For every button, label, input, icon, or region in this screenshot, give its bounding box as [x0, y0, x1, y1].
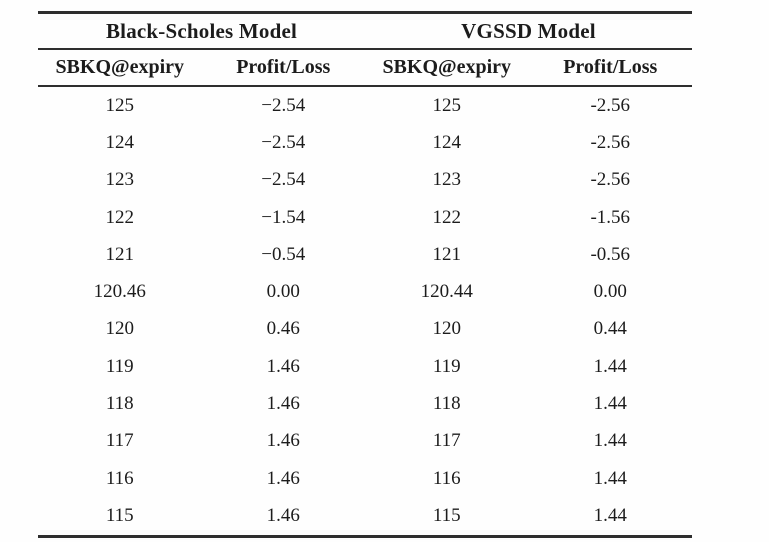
table-cell: 1.46: [266, 355, 300, 377]
table-cell: 116: [432, 467, 461, 489]
table-cell: 123: [432, 169, 462, 191]
table-cell: 1.44: [593, 467, 627, 489]
column-header-bs-sbkq: SBKQ@expiry: [38, 49, 202, 87]
table-cell: 1.44: [593, 393, 627, 415]
table-cell: 116: [105, 467, 134, 489]
table-cell: 120: [105, 318, 135, 340]
table-cell: 115: [432, 504, 461, 526]
table-cell: 118: [432, 393, 461, 415]
table-cell: 122: [105, 206, 135, 228]
column-header-vgssd-sbkq: SBKQ@expiry: [365, 49, 529, 87]
table-cell: 1.44: [593, 430, 627, 452]
table-cell: 121: [105, 243, 135, 265]
column-header-vgssd-profit-loss: Profit/Loss: [528, 49, 692, 87]
table-cell: −1.54: [261, 206, 306, 228]
table-cell: 119: [432, 355, 461, 377]
table-cell: 0.44: [593, 318, 627, 340]
table-cell: 1.46: [266, 467, 300, 489]
table-row: 125 −2.54 125 -2.56: [38, 86, 692, 124]
group-header-row: Black-Scholes Model VGSSD Model: [38, 12, 692, 50]
table-cell: 0.00: [593, 281, 627, 303]
table-cell: 1.44: [593, 355, 627, 377]
table-cell: −2.54: [261, 169, 306, 191]
table-cell: −2.54: [261, 131, 306, 153]
table-cell: -1.56: [590, 206, 631, 228]
table-row: 118 1.46 118 1.44: [38, 385, 692, 422]
column-header-bs-profit-loss: Profit/Loss: [201, 49, 365, 87]
table-cell: 1.44: [593, 504, 627, 526]
table-cell: 0.00: [266, 281, 300, 303]
table-cell: −2.54: [261, 94, 306, 116]
table-row: 115 1.46 115 1.44: [38, 497, 692, 536]
table-cell: 117: [432, 430, 461, 452]
table-cell: 0.46: [266, 318, 300, 340]
table-row: 122 −1.54 122 -1.56: [38, 199, 692, 236]
table-cell: 117: [105, 430, 134, 452]
table-cell: 119: [105, 355, 134, 377]
table-cell: 120: [432, 318, 462, 340]
column-header-row: SBKQ@expiry Profit/Loss SBKQ@expiry Prof…: [38, 49, 692, 87]
table-cell: 122: [432, 206, 462, 228]
model-comparison-table: Black-Scholes Model VGSSD Model SBKQ@exp…: [38, 11, 692, 538]
table-cell: 1.46: [266, 393, 300, 415]
table-cell: 123: [105, 169, 135, 191]
table-cell: 125: [105, 94, 135, 116]
table-cell: -0.56: [590, 243, 631, 265]
table-cell: 124: [105, 131, 135, 153]
table-body: 125 −2.54 125 -2.56 124 −2.54 124 -2.56 123 −2.54…: [38, 86, 692, 536]
table-header: Black-Scholes Model VGSSD Model SBKQ@exp…: [38, 12, 692, 87]
table-cell: 120.46: [93, 281, 146, 303]
table-cell: 1.46: [266, 430, 300, 452]
group-header-black-scholes: Black-Scholes Model: [38, 12, 365, 50]
table-row: 116 1.46 116 1.44: [38, 460, 692, 497]
table-cell: 118: [105, 393, 134, 415]
table-row: 124 −2.54 124 -2.56: [38, 124, 692, 161]
table-cell: -2.56: [590, 169, 631, 191]
table-cell: 121: [432, 243, 462, 265]
table-cell: 124: [432, 131, 462, 153]
table-row: 119 1.46 119 1.44: [38, 348, 692, 385]
group-header-vgssd: VGSSD Model: [365, 12, 692, 50]
table-row: 121 −0.54 121 -0.56: [38, 236, 692, 273]
table-cell: 115: [105, 504, 134, 526]
table-cell: 1.46: [266, 504, 300, 526]
table-row: 117 1.46 117 1.44: [38, 423, 692, 460]
table-row: 120.46 0.00 120.44 0.00: [38, 273, 692, 310]
table-cell: -2.56: [590, 131, 631, 153]
table-row: 123 −2.54 123 -2.56: [38, 162, 692, 199]
table-row: 120 0.46 120 0.44: [38, 311, 692, 348]
table-cell: 125: [432, 94, 462, 116]
table-cell: 120.44: [420, 281, 473, 303]
table-cell: −0.54: [261, 243, 306, 265]
table-cell: -2.56: [590, 94, 631, 116]
